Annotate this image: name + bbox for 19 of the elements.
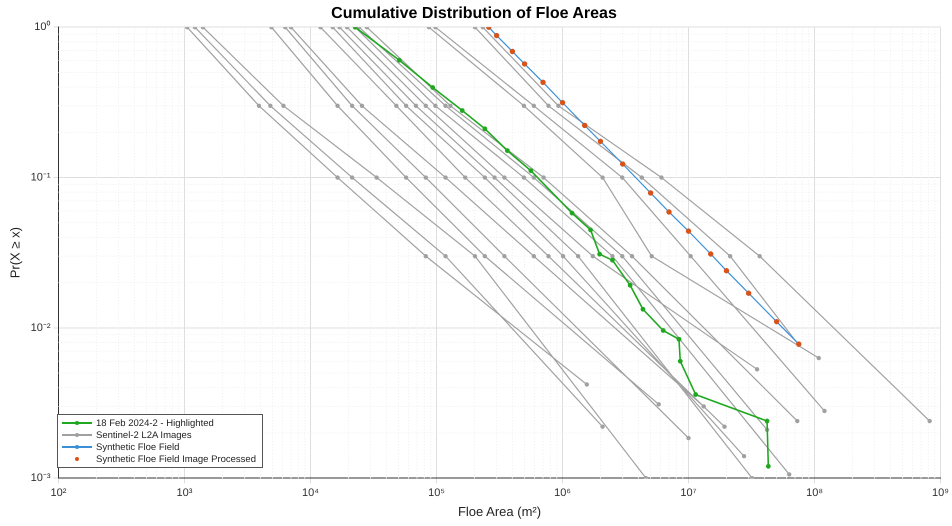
- x-tick-label: 10⁵: [428, 486, 445, 499]
- y-tick-label: 10⁻²: [30, 322, 51, 334]
- y-tick-label: 10⁰: [34, 20, 50, 34]
- x-tick-label: 10³: [176, 486, 193, 499]
- x-axis-title: Floe Area (m²): [458, 504, 542, 519]
- legend-label: Synthetic Floe Field: [96, 442, 180, 452]
- x-tick-label: 10⁸: [806, 486, 823, 499]
- legend-label: 18 Feb 2024-2 - Highlighted: [96, 418, 214, 428]
- legend-label: Synthetic Floe Field Image Processed: [96, 454, 256, 464]
- x-tick-label: 10²: [50, 486, 67, 499]
- y-tick-label: 10⁻¹: [30, 172, 51, 184]
- legend-label: Sentinel-2 L2A Images: [96, 430, 192, 440]
- chart-title: Cumulative Distribution of Floe Areas: [331, 5, 617, 22]
- x-tick-label: 10⁷: [680, 486, 697, 499]
- x-tick-label: 10⁴: [302, 486, 320, 499]
- x-tick-label: 10⁹: [932, 486, 950, 499]
- y-axis-title: Pr(X ≥ x): [7, 227, 22, 278]
- y-tick-label: 10⁻³: [30, 472, 51, 484]
- x-tick-label: 10⁶: [554, 486, 571, 499]
